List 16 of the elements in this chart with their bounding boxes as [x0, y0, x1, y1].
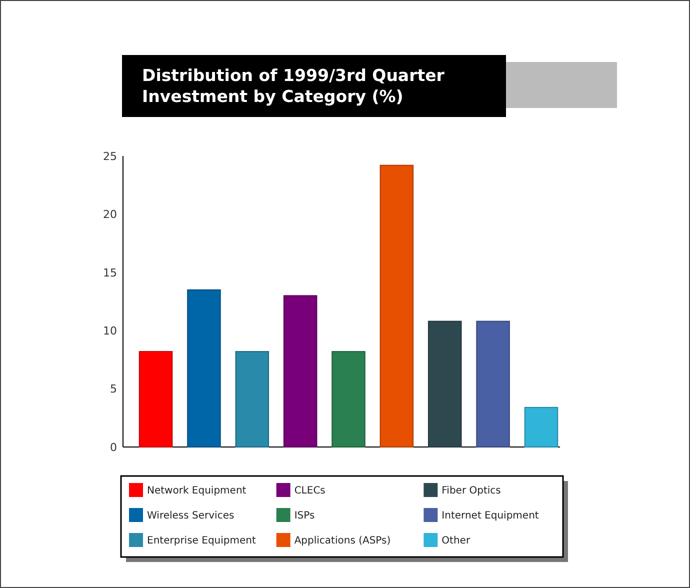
y-tick-label: 0 — [110, 440, 117, 454]
legend-label: Wireless Services — [147, 510, 234, 522]
legend-label: Enterprise Equipment — [147, 536, 256, 546]
y-tick-label: 20 — [103, 208, 117, 222]
chart-title: Distribution of 1999/3rd Quarter Investment by Category (%) — [142, 66, 446, 106]
y-tick-label: 25 — [103, 150, 117, 163]
y-tick-label: 15 — [103, 266, 117, 280]
y-tick-label: 5 — [110, 382, 117, 396]
legend-label: Fiber Optics — [442, 486, 501, 496]
legend-label: CLECs — [294, 486, 326, 496]
legend-label: Applications (ASPs) — [294, 536, 391, 546]
legend-label: Network Equipment — [147, 486, 246, 496]
legend-label: ISPs — [294, 510, 315, 522]
legend-label: Other — [442, 536, 471, 546]
legend-label: Internet Equipment — [442, 510, 539, 522]
y-tick-label: 10 — [103, 324, 117, 338]
